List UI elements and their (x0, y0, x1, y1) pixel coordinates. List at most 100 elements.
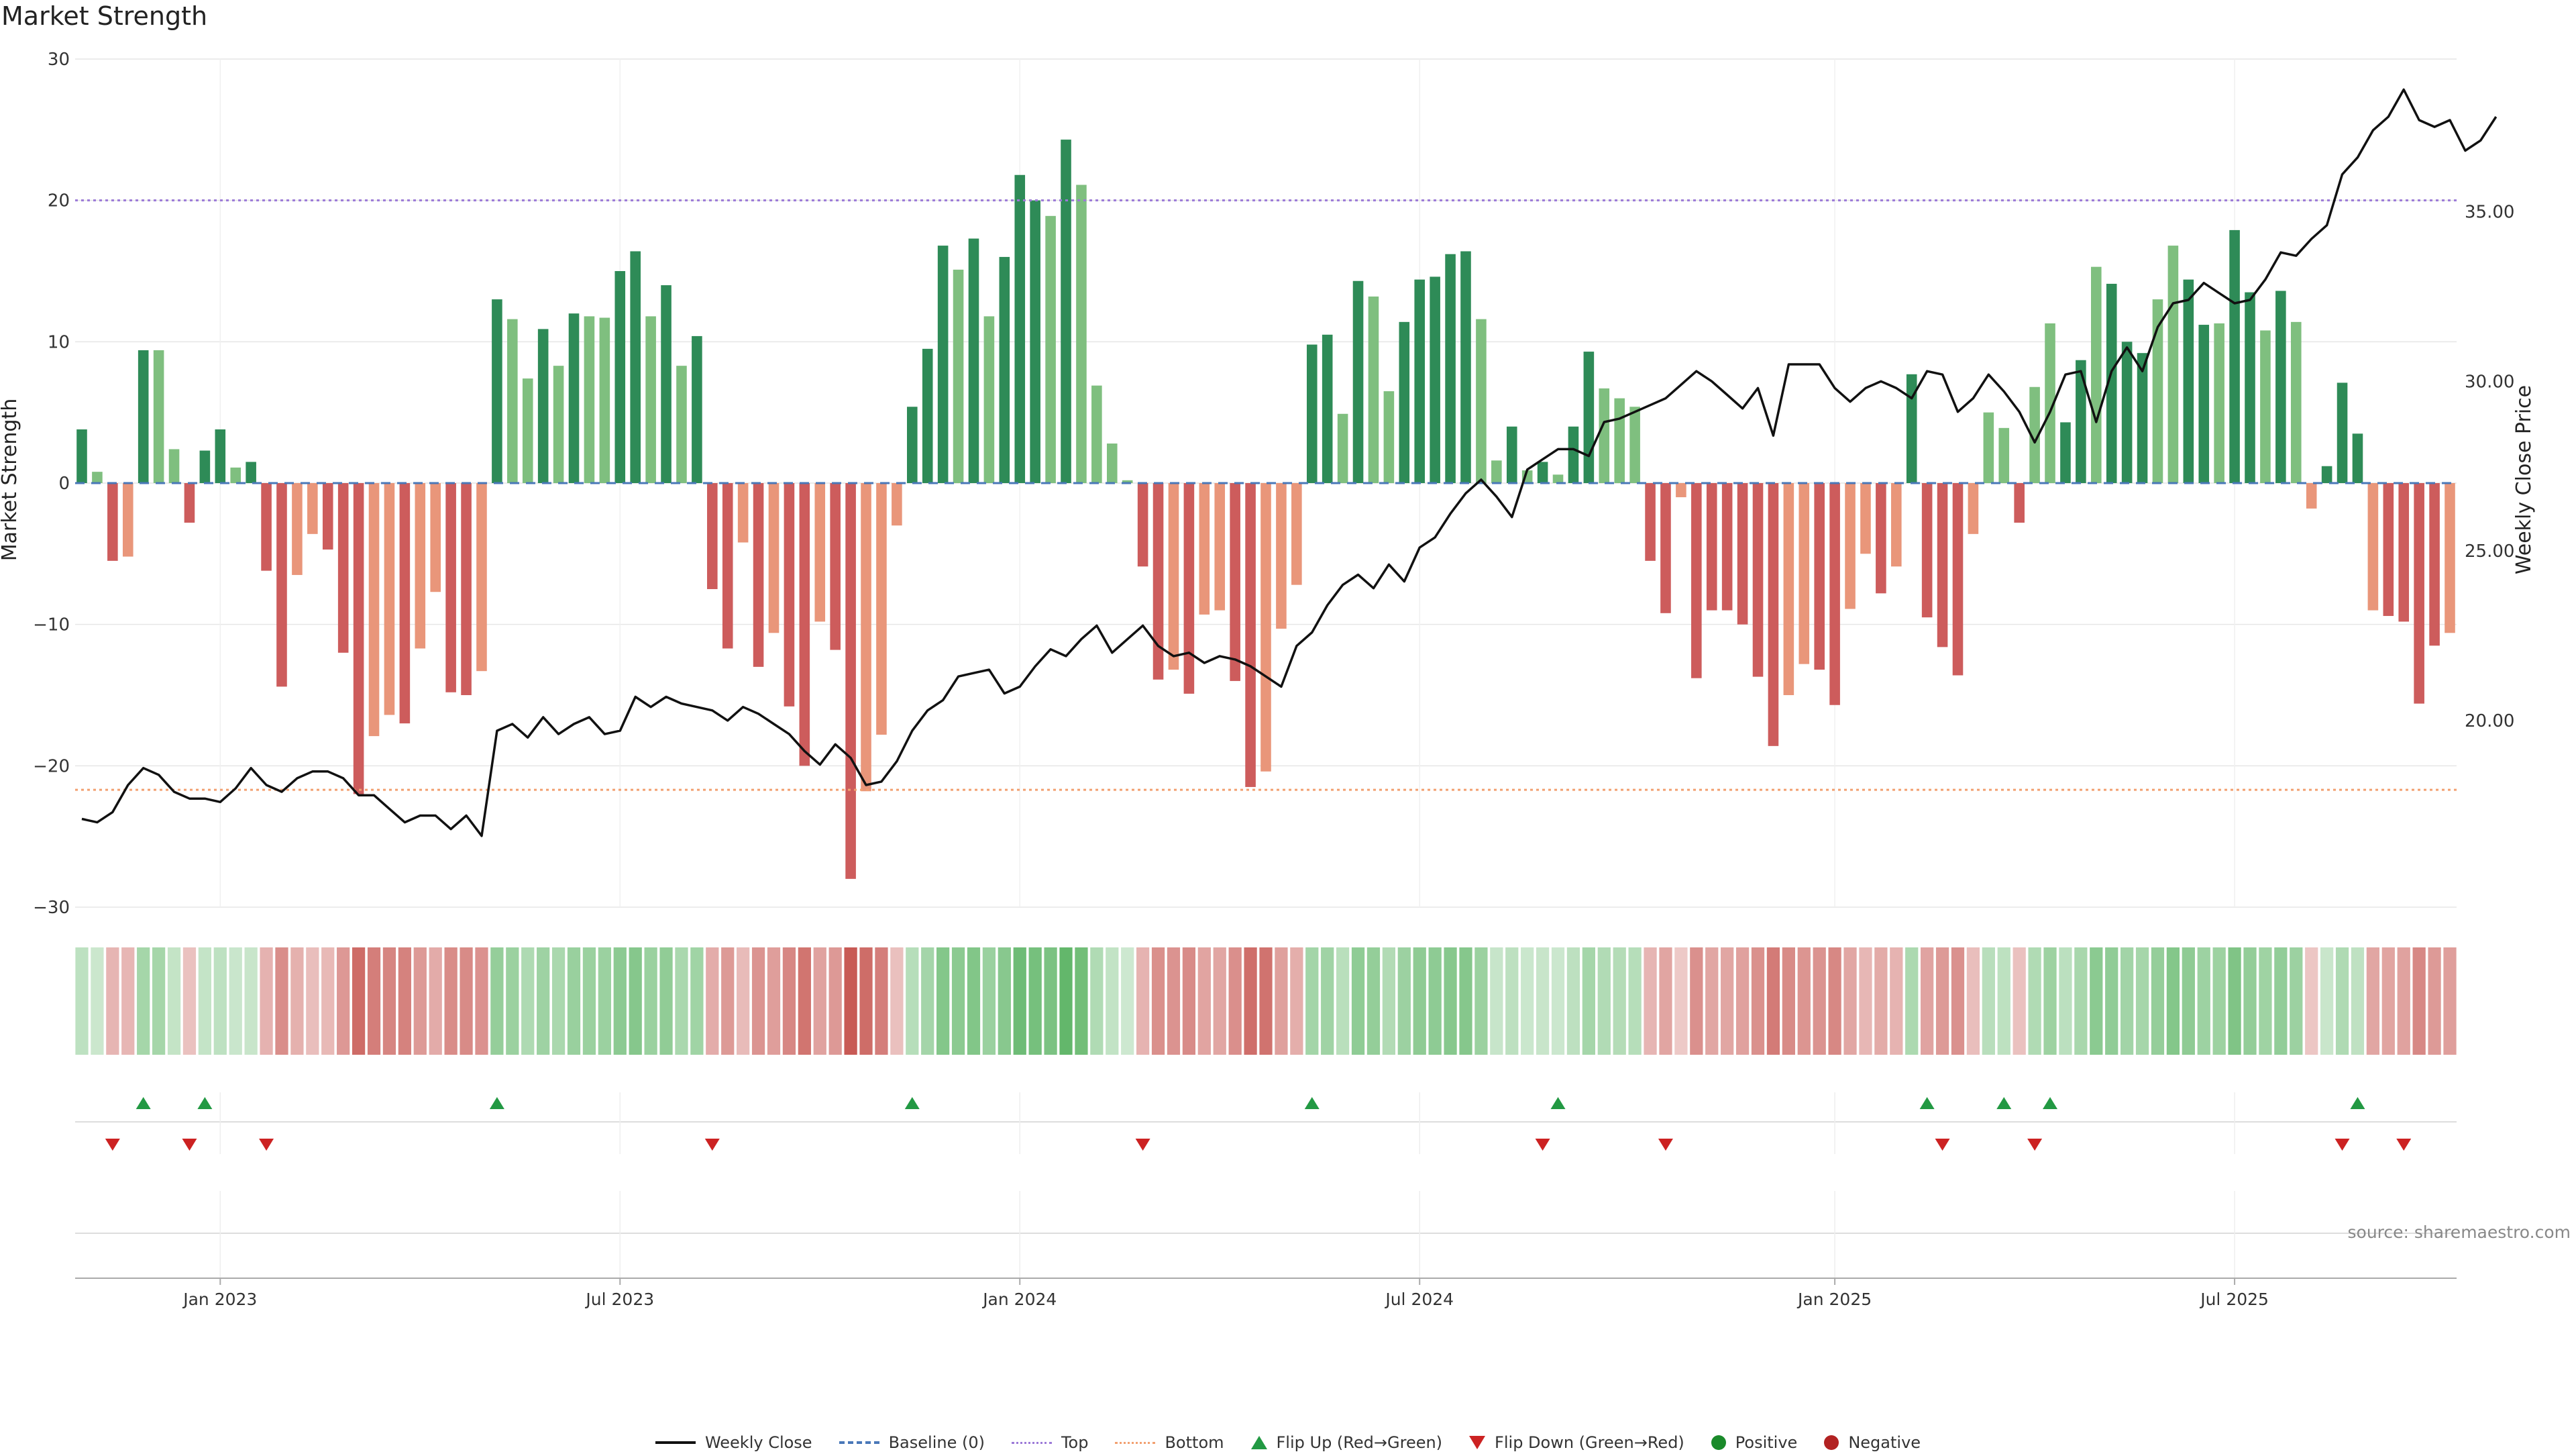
left-axis: 30 20 10 0 −10 −20 −30 (33, 50, 70, 918)
strength-bar (2106, 283, 2117, 483)
heat-cell (1321, 947, 1334, 1055)
x-tick-label: Jan 2024 (981, 1290, 1057, 1309)
strength-bar (76, 429, 87, 483)
strength-bar (1599, 388, 1610, 483)
heat-cell (275, 947, 288, 1055)
flip-down-marker (2027, 1139, 2043, 1151)
heat-cell (1843, 947, 1857, 1055)
heat-cell (1075, 947, 1088, 1055)
y-axis-label-left: Market Strength (0, 399, 21, 561)
strength-bar (1322, 334, 1333, 483)
strength-bar (1952, 483, 1964, 676)
strength-bar (246, 462, 256, 483)
heat-cell (890, 947, 904, 1055)
strength-bar (230, 467, 241, 483)
strength-bar (1737, 483, 1748, 625)
flip-markers (75, 1092, 2457, 1278)
heat-cell (1336, 947, 1350, 1055)
heat-cell (1582, 947, 1595, 1055)
strength-bar (1968, 483, 1979, 534)
strength-bar (1291, 483, 1302, 585)
heat-cell (644, 947, 657, 1055)
heat-cell (352, 947, 366, 1055)
strength-bar (1061, 140, 1071, 483)
flip-up-marker (489, 1097, 504, 1109)
strength-bar (1906, 374, 1917, 483)
heat-cell (1106, 947, 1119, 1055)
heat-cell (91, 947, 104, 1055)
flip-up-marker (904, 1097, 920, 1109)
heat-cell (2212, 947, 2226, 1055)
strength-bar (661, 285, 672, 483)
heat-cell (659, 947, 673, 1055)
strength-bar (138, 350, 149, 483)
strength-bar (753, 483, 764, 667)
strength-bar (2229, 229, 2240, 483)
heat-cell (1597, 947, 1611, 1055)
x-tick-label: Jul 2024 (1384, 1290, 1454, 1309)
strength-bar (1629, 407, 1640, 483)
heat-cell (1059, 947, 1073, 1055)
strength-bar (1799, 483, 1810, 664)
strength-bar (1706, 483, 1717, 611)
strength-bar (1845, 483, 1856, 609)
strength-bar (415, 483, 426, 649)
legend-swatch-icon (1824, 1435, 1839, 1450)
heat-cell (506, 947, 519, 1055)
heat-cell (1859, 947, 1872, 1055)
strength-bar (1076, 185, 1087, 483)
strength-bar (1660, 483, 1671, 613)
heat-cell (1521, 947, 1534, 1055)
heat-cell (167, 947, 181, 1055)
flip-up-marker (1550, 1097, 1566, 1109)
strength-bar (430, 483, 441, 592)
heat-cell (2274, 947, 2288, 1055)
heat-cell (2351, 947, 2365, 1055)
strength-bar (2121, 342, 2133, 483)
strength-bar (307, 483, 318, 534)
heat-cell (182, 947, 197, 1055)
strength-bar (2060, 422, 2071, 483)
strength-bar (1091, 385, 1102, 483)
heat-cell (2243, 947, 2257, 1055)
strength-bar (1214, 483, 1226, 611)
heat-cell (2121, 947, 2134, 1055)
legend-item: Weekly Close (655, 1433, 812, 1452)
strength-bar (1430, 276, 1440, 483)
heat-cell (721, 947, 735, 1055)
heat-cell (936, 947, 950, 1055)
strength-bar (737, 483, 749, 543)
strength-bar (384, 483, 395, 715)
y-tick-label-left: −30 (33, 898, 70, 918)
heat-cell (1690, 947, 1703, 1055)
heat-cell (1444, 947, 1457, 1055)
y-tick-label-left: 10 (48, 332, 70, 352)
y-tick-label-left: −20 (33, 756, 70, 776)
heat-cell (1428, 947, 1442, 1055)
heat-cell (260, 947, 273, 1055)
strength-bar (922, 348, 933, 483)
legend-swatch-icon (1711, 1435, 1726, 1450)
heat-cell (2074, 947, 2088, 1055)
strength-bar (215, 429, 226, 483)
heat-cell (1659, 947, 1672, 1055)
strength-bar (261, 483, 272, 571)
strength-bar (337, 483, 349, 653)
strength-bar (784, 483, 795, 707)
heat-cell (1536, 947, 1550, 1055)
strength-bar (2275, 291, 2286, 483)
flip-down-marker (1135, 1139, 1150, 1151)
strength-bar (599, 317, 610, 483)
strength-bar (1552, 474, 1564, 483)
strength-bar (2383, 483, 2394, 617)
strength-bar (614, 271, 626, 483)
flip-up-marker (1996, 1097, 2012, 1109)
heat-cell (229, 947, 242, 1055)
heat-cell (2090, 947, 2103, 1055)
heat-cell (613, 947, 627, 1055)
strength-bar (892, 483, 902, 526)
heat-cell (951, 947, 965, 1055)
strength-bar (399, 483, 411, 724)
heat-cell (2290, 947, 2303, 1055)
strength-bar (568, 313, 580, 483)
